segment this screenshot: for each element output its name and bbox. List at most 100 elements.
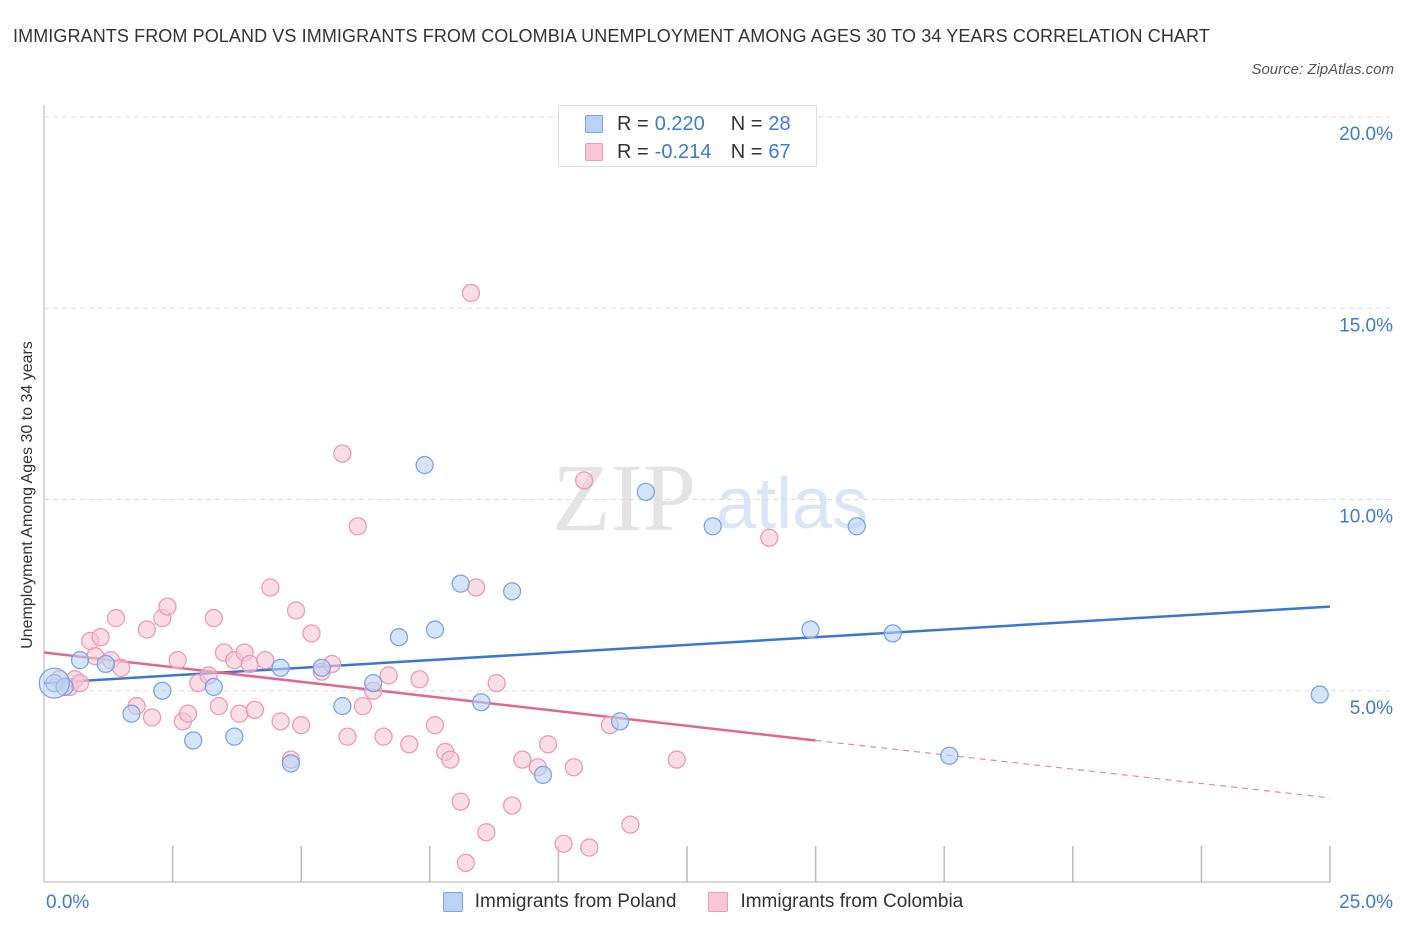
axes	[43, 105, 1331, 883]
data-point-colombia	[338, 727, 357, 746]
y-tick-label: 20.0%	[1339, 124, 1393, 145]
legend-swatch-colombia	[708, 892, 729, 912]
data-point-poland	[96, 654, 115, 674]
data-point-colombia	[425, 716, 445, 735]
data-point-poland	[122, 704, 141, 723]
data-point-colombia	[374, 727, 393, 746]
data-point-poland	[801, 620, 820, 639]
data-point-colombia	[106, 608, 126, 628]
legend-swatch-poland	[585, 115, 603, 133]
data-point-poland	[204, 677, 223, 697]
data-point-poland	[451, 574, 470, 593]
data-point-colombia	[70, 673, 90, 693]
data-point-poland	[271, 658, 290, 677]
data-point-colombia	[142, 708, 162, 727]
data-point-colombia	[667, 750, 686, 769]
data-point-poland	[153, 681, 172, 700]
data-point-colombia	[230, 704, 249, 723]
data-point-colombia	[580, 838, 599, 857]
source-label: Source: ZipAtlas.com	[1251, 61, 1394, 78]
data-point-poland	[184, 731, 203, 750]
watermark-atlas: atlas	[716, 464, 868, 544]
legend-r-value-poland: 0.220	[654, 112, 705, 135]
data-point-poland	[636, 482, 655, 502]
data-point-poland	[389, 628, 409, 647]
legend-item-poland: Immigrants from Poland	[442, 891, 677, 913]
data-point-colombia	[333, 444, 352, 463]
data-point-colombia	[564, 758, 583, 777]
data-point-colombia	[178, 704, 198, 723]
data-point-colombia	[487, 673, 506, 693]
data-point-colombia	[353, 696, 373, 716]
legend-n-label: N =	[730, 112, 763, 135]
data-point-colombia	[204, 608, 223, 628]
data-point-colombia	[760, 528, 779, 547]
data-point-poland	[415, 455, 434, 475]
data-point-poland	[333, 696, 352, 716]
data-point-poland	[225, 727, 244, 746]
data-point-poland	[281, 754, 301, 773]
data-point-colombia	[271, 712, 290, 731]
data-point-colombia	[410, 670, 429, 689]
correlation-legend: R = 0.220 N = 28 R = -0.214 N = 67	[558, 105, 817, 167]
data-point-colombia	[158, 597, 177, 616]
data-point-colombia	[137, 620, 157, 639]
data-point-poland	[312, 658, 331, 677]
chart-title: IMMIGRANTS FROM POLAND VS IMMIGRANTS FRO…	[13, 26, 1210, 46]
legend-n-value-colombia: 67	[768, 140, 791, 163]
data-point-colombia	[256, 651, 275, 670]
data-point-colombia	[168, 651, 187, 670]
data-point-colombia	[441, 750, 460, 769]
data-point-colombia	[502, 796, 522, 815]
data-point-colombia	[621, 815, 640, 834]
data-point-poland	[364, 673, 383, 693]
data-point-poland	[1310, 685, 1329, 704]
data-point-poland	[70, 651, 90, 670]
trend-line-poland	[43, 605, 1331, 685]
legend-item-colombia: Immigrants from Colombia	[708, 891, 963, 913]
data-point-poland	[883, 624, 902, 643]
y-tick-label: 15.0%	[1339, 315, 1393, 336]
data-point-colombia	[451, 792, 470, 811]
legend-n-label: N =	[730, 140, 763, 163]
legend-label-colombia: Immigrants from Colombia	[740, 891, 964, 912]
data-point-poland	[847, 517, 866, 536]
data-point-colombia	[261, 578, 280, 597]
data-point-colombia	[292, 716, 311, 735]
data-point-colombia	[379, 666, 398, 685]
data-point-colombia	[466, 578, 486, 597]
data-point-colombia	[400, 735, 419, 754]
legend-r-label: R =	[617, 112, 649, 135]
x-tick-label: 0.0%	[46, 892, 89, 913]
data-point-poland	[502, 582, 522, 601]
data-point-colombia	[477, 823, 496, 842]
watermark: ZIP atlas	[552, 444, 868, 551]
legend-swatch-colombia	[585, 143, 603, 161]
data-point-poland	[703, 517, 722, 536]
data-point-colombia	[554, 834, 573, 853]
data-point-poland	[940, 746, 959, 765]
x-tick-label: 25.0%	[1339, 892, 1393, 913]
legend-row-poland: R = 0.220 N = 28	[585, 112, 791, 136]
data-point-colombia	[112, 658, 131, 677]
data-point-poland	[38, 667, 70, 699]
y-tick-label: 10.0%	[1339, 507, 1393, 528]
y-tick-label: 5.0%	[1350, 698, 1393, 719]
legend-n-value-poland: 28	[768, 112, 791, 135]
data-point-poland	[610, 712, 630, 731]
gridlines	[44, 116, 1390, 692]
data-point-colombia	[348, 517, 367, 536]
data-point-poland	[425, 620, 445, 639]
tick-labels: 5.0% 10.0% 15.0% 20.0% 0.0% 25.0%	[46, 124, 1393, 913]
legend-row-colombia: R = -0.214 N = 67	[585, 140, 791, 164]
legend-swatch-poland	[442, 892, 463, 912]
data-point-colombia	[461, 283, 481, 303]
data-point-colombia	[456, 853, 475, 873]
legend-label-poland: Immigrants from Poland	[474, 891, 677, 912]
data-point-colombia	[574, 471, 594, 490]
trend-line-colombia-extension	[815, 739, 1331, 799]
data-point-colombia	[302, 624, 321, 643]
data-point-poland	[533, 765, 553, 785]
data-point-colombia	[286, 601, 306, 620]
